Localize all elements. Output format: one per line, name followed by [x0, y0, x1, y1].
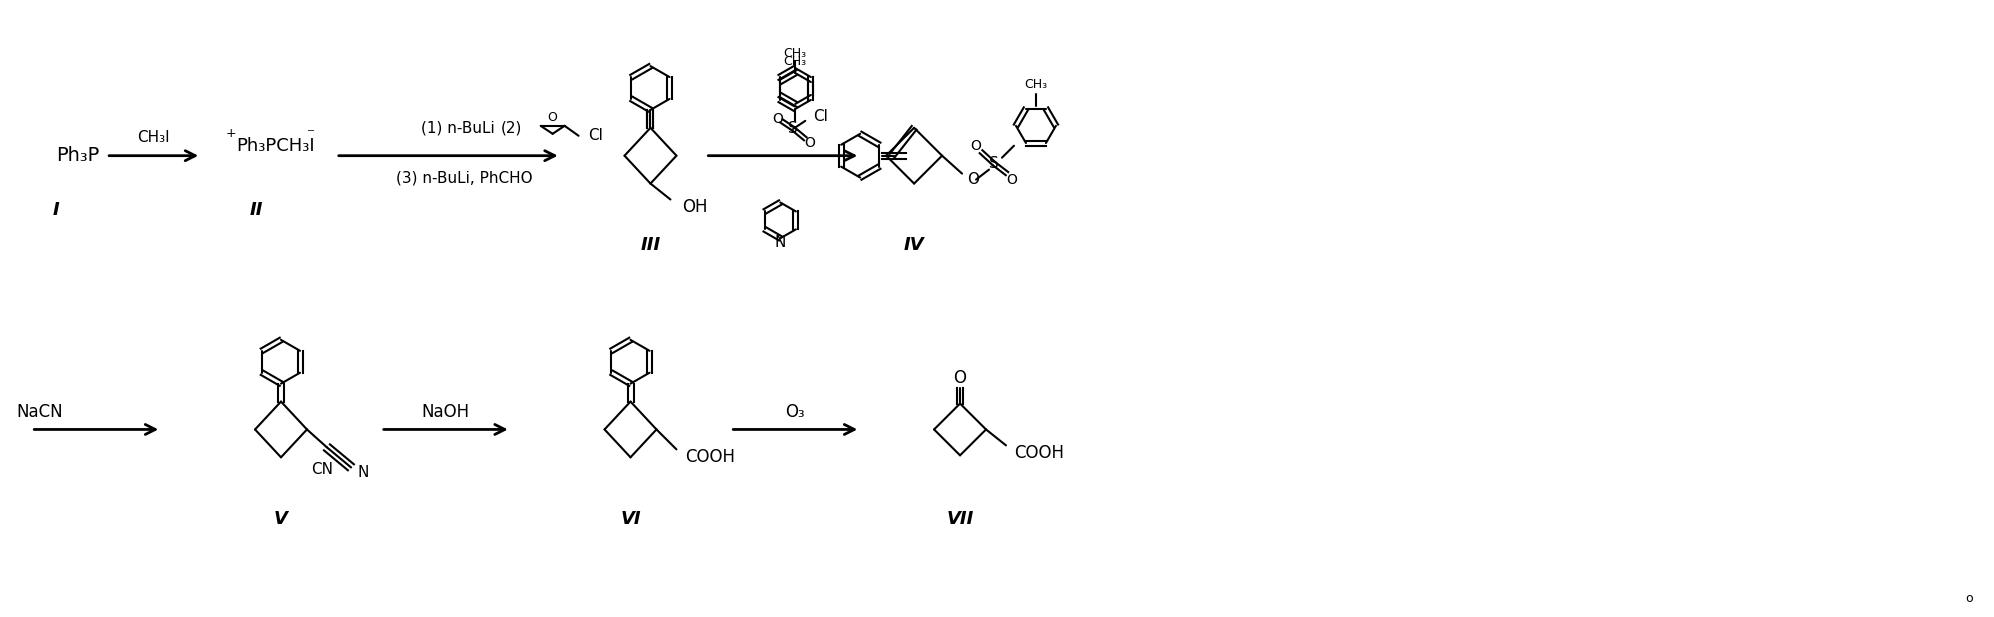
Text: CH₃I: CH₃I — [138, 130, 169, 145]
Text: VI: VI — [620, 510, 640, 528]
Text: O₃: O₃ — [786, 402, 806, 421]
Text: Cl: Cl — [588, 128, 604, 143]
Text: NaCN: NaCN — [16, 402, 64, 421]
Text: O: O — [971, 139, 981, 153]
Text: +: + — [225, 127, 237, 140]
Text: Cl: Cl — [814, 109, 828, 125]
Text: (3) n-BuLi, PhCHO: (3) n-BuLi, PhCHO — [397, 170, 532, 185]
Text: COOH: COOH — [1015, 444, 1065, 462]
Text: ⁻: ⁻ — [307, 126, 315, 141]
Text: o: o — [1964, 592, 1972, 605]
Text: COOH: COOH — [686, 449, 736, 466]
Text: O: O — [804, 136, 816, 150]
Text: O: O — [953, 369, 967, 387]
Text: N: N — [357, 465, 369, 480]
Text: CH₃: CH₃ — [1025, 78, 1047, 91]
Text: CN: CN — [311, 462, 333, 477]
Text: VII: VII — [947, 510, 973, 528]
Text: II: II — [249, 201, 263, 220]
Text: CH₃: CH₃ — [784, 55, 808, 68]
Text: IV: IV — [903, 236, 925, 254]
Text: (2): (2) — [500, 120, 522, 135]
Text: S: S — [989, 156, 999, 171]
Text: Ph₃PCH₃I: Ph₃PCH₃I — [235, 137, 315, 155]
Text: N: N — [774, 235, 786, 250]
Text: I: I — [54, 201, 60, 220]
Text: O: O — [772, 112, 784, 126]
Text: NaOH: NaOH — [421, 402, 471, 421]
Text: III: III — [640, 236, 660, 254]
Text: CH₃: CH₃ — [784, 47, 808, 60]
Text: O: O — [967, 172, 979, 187]
Text: OH: OH — [682, 199, 708, 217]
Text: (1) n-BuLi: (1) n-BuLi — [421, 120, 495, 135]
Text: Ph₃P: Ph₃P — [56, 146, 100, 165]
Text: S: S — [788, 122, 798, 136]
Text: O: O — [548, 111, 558, 125]
Text: O: O — [1007, 173, 1017, 186]
Text: V: V — [273, 510, 287, 528]
